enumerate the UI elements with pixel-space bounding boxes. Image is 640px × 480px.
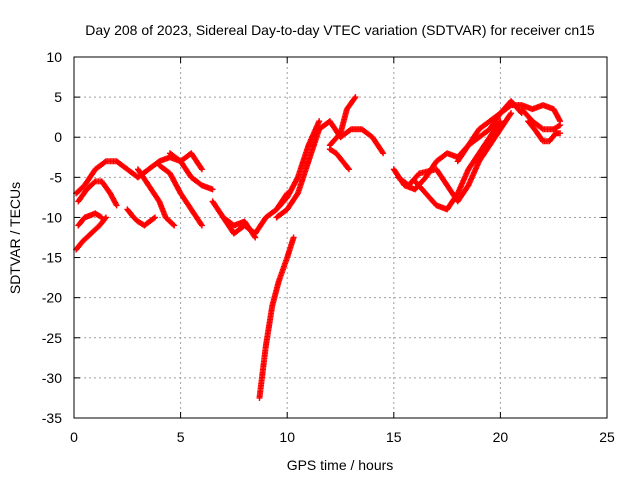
data-point <box>251 233 258 240</box>
data-point <box>198 222 205 229</box>
plot-frame <box>73 56 608 419</box>
series-track-15 <box>326 146 353 173</box>
y-tick-label: -30 <box>42 370 62 386</box>
data-point <box>290 234 297 241</box>
series-track-10 <box>220 214 259 241</box>
data-point <box>508 110 515 117</box>
chart-title: Day 208 of 2023, Sidereal Day-to-day VTE… <box>85 22 595 38</box>
data-point <box>198 166 205 173</box>
data-point <box>352 94 359 101</box>
series-track-5 <box>124 206 159 229</box>
data-point <box>380 150 387 157</box>
data-point <box>198 221 205 228</box>
data-point <box>102 215 109 222</box>
data-point <box>171 222 178 229</box>
data-point <box>152 214 159 221</box>
axis-ticks <box>73 56 608 419</box>
data-point <box>113 202 120 209</box>
x-tick-label: 15 <box>386 429 402 445</box>
data-point <box>345 165 352 172</box>
x-tick-labels: 0 5 10 15 20 25 <box>70 429 615 445</box>
y-axis-label: SDTVAR / TECUs <box>7 182 23 294</box>
data-point <box>209 186 216 193</box>
series-track-8 <box>166 150 216 193</box>
data-point <box>557 130 564 137</box>
data-point <box>101 159 108 166</box>
y-tick-label: -25 <box>42 330 62 346</box>
data-point <box>351 95 358 102</box>
y-tick-labels: 10 5 0 -5 -10 -15 -20 -25 -30 -35 <box>42 49 62 426</box>
data-point <box>97 213 104 220</box>
series-track-14 <box>326 94 359 149</box>
y-tick-label: -5 <box>50 169 63 185</box>
data-point <box>346 127 353 134</box>
series-track-11 <box>256 234 297 401</box>
data-point <box>496 119 503 126</box>
data-point <box>507 111 514 118</box>
series-track-6 <box>134 166 178 229</box>
data-point <box>379 149 386 156</box>
data-point <box>497 118 504 125</box>
data-point <box>316 118 323 125</box>
series-track-20 <box>525 118 564 145</box>
x-tick-label: 0 <box>70 429 78 445</box>
y-tick-label: -35 <box>42 410 62 426</box>
series-track-12 <box>273 118 387 221</box>
data-point <box>170 221 177 228</box>
data-point <box>538 125 545 132</box>
y-tick-label: -20 <box>42 290 62 306</box>
series-track-19 <box>454 98 525 165</box>
x-axis-label: GPS time / hours <box>287 457 394 473</box>
y-tick-label: 0 <box>54 129 62 145</box>
series-track-4 <box>75 210 105 229</box>
data-point <box>150 215 157 222</box>
y-tick-label: -15 <box>42 250 62 266</box>
x-tick-label: 5 <box>177 429 185 445</box>
series-track-2 <box>75 178 120 209</box>
x-tick-label: 20 <box>493 429 509 445</box>
series-track-13 <box>273 118 323 213</box>
data-point <box>557 122 564 129</box>
y-tick-label: 10 <box>46 49 62 65</box>
y-tick-label: 5 <box>54 89 62 105</box>
data-point <box>252 234 259 241</box>
y-tick-label: -10 <box>42 209 62 225</box>
series-track-18 <box>412 118 504 213</box>
series-track-3 <box>73 214 109 253</box>
x-tick-label: 10 <box>279 429 295 445</box>
data-points <box>73 94 564 401</box>
series-track-7 <box>156 162 205 229</box>
data-point <box>555 122 562 129</box>
data-point <box>346 166 353 173</box>
data-point <box>98 214 105 221</box>
series-track-21 <box>518 106 564 133</box>
x-tick-label: 25 <box>599 429 615 445</box>
data-point <box>198 165 205 172</box>
